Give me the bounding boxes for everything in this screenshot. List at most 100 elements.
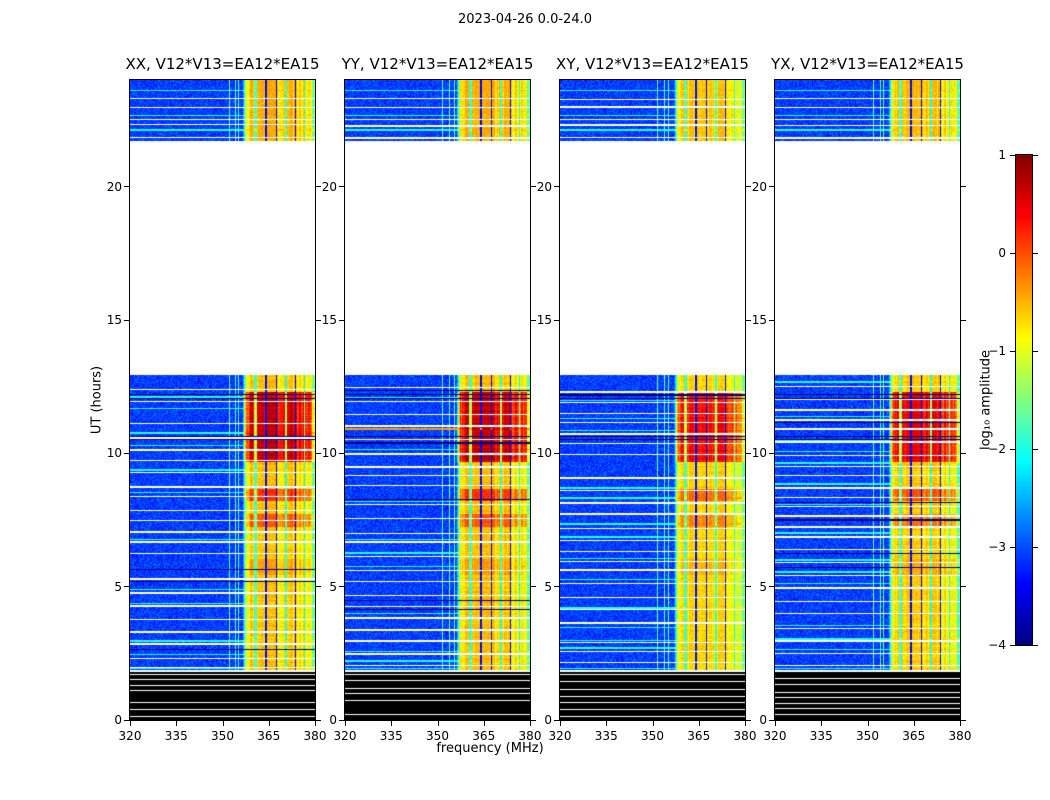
y-tick-label: 20 <box>321 179 337 194</box>
tick-mark <box>1010 252 1015 254</box>
x-tick-label: 380 <box>518 729 542 743</box>
panel-title: XX, V12*V13=EA12*EA15 <box>125 55 320 73</box>
tick-mark <box>529 721 531 726</box>
y-tick-label: 15 <box>751 313 767 327</box>
y-tick-label: 10 <box>536 446 552 461</box>
tick-mark <box>124 586 129 588</box>
tick-mark <box>605 721 607 726</box>
tick-mark <box>316 186 321 188</box>
colorbar-tick-label: −2 <box>988 442 1006 456</box>
tick-mark <box>769 719 774 721</box>
tick-mark <box>483 721 485 726</box>
tick-mark <box>222 721 224 726</box>
panel-title: YX, V12*V13=EA12*EA15 <box>771 55 964 73</box>
panel-title: XY, V12*V13=EA12*EA15 <box>556 55 749 73</box>
x-tick-label: 335 <box>594 729 618 743</box>
tick-mark <box>1033 546 1038 548</box>
x-tick-label: 320 <box>548 729 572 743</box>
y-tick-label: 0 <box>114 713 122 727</box>
x-tick-label: 380 <box>303 729 327 743</box>
tick-mark <box>124 452 129 454</box>
tick-mark <box>124 319 129 321</box>
x-tick-label: 350 <box>426 729 449 743</box>
tick-mark <box>268 721 270 726</box>
tick-mark <box>559 721 561 726</box>
tick-mark <box>339 586 344 588</box>
tick-mark <box>175 721 177 726</box>
tick-mark <box>531 319 536 321</box>
tick-mark <box>744 721 746 726</box>
tick-mark <box>554 586 559 588</box>
spectrogram-plot-area <box>129 79 316 721</box>
tick-mark <box>652 721 654 726</box>
tick-mark <box>961 186 966 188</box>
colorbar-tick-label: −3 <box>988 540 1006 554</box>
x-tick-label: 365 <box>687 729 711 743</box>
y-tick-label: 5 <box>759 579 767 594</box>
y-tick-label: 5 <box>544 579 552 594</box>
x-axis-label: frequency (MHz) <box>436 741 544 756</box>
tick-mark <box>961 452 966 454</box>
tick-mark <box>769 452 774 454</box>
spectrogram-plot-area <box>774 79 961 721</box>
tick-mark <box>746 452 751 454</box>
tick-mark <box>867 721 869 726</box>
y-tick-label: 5 <box>114 579 122 594</box>
tick-mark <box>1033 350 1038 352</box>
y-tick-label: 0 <box>759 713 767 727</box>
x-tick-label: 320 <box>118 729 142 743</box>
tick-mark <box>746 719 751 721</box>
tick-mark <box>554 452 559 454</box>
y-tick-label: 15 <box>536 313 552 327</box>
y-tick-label: 20 <box>106 179 122 194</box>
tick-mark <box>554 319 559 321</box>
tick-mark <box>344 721 346 726</box>
x-tick-label: 335 <box>809 729 833 743</box>
tick-mark <box>1033 252 1038 254</box>
x-tick-label: 335 <box>164 729 188 743</box>
y-tick-label: 0 <box>544 713 552 727</box>
colorbar-gradient <box>1015 154 1033 646</box>
tick-mark <box>531 186 536 188</box>
tick-mark <box>554 719 559 721</box>
tick-mark <box>746 186 751 188</box>
tick-mark <box>1010 154 1015 156</box>
colorbar-tick-label: −4 <box>988 638 1006 652</box>
spectrogram-heatmap <box>130 80 315 720</box>
x-tick-label: 320 <box>763 729 787 743</box>
panel-title: YY, V12*V13=EA12*EA15 <box>341 55 534 73</box>
tick-mark <box>961 719 966 721</box>
tick-mark <box>339 719 344 721</box>
tick-mark <box>961 586 966 588</box>
tick-mark <box>316 319 321 321</box>
spectrogram-plot-area <box>559 79 746 721</box>
y-tick-label: 10 <box>321 446 337 461</box>
tick-mark <box>531 452 536 454</box>
spectrogram-heatmap <box>775 80 960 720</box>
tick-mark <box>769 586 774 588</box>
colorbar-tick-label: 0 <box>998 246 1006 260</box>
spectrogram-heatmap <box>345 80 530 720</box>
x-tick-label: 350 <box>211 729 234 743</box>
colorbar-tick-label: 1 <box>998 148 1006 162</box>
tick-mark <box>339 319 344 321</box>
tick-mark <box>316 452 321 454</box>
spectrogram-plot-area <box>344 79 531 721</box>
x-tick-label: 350 <box>856 729 879 743</box>
tick-mark <box>339 186 344 188</box>
x-tick-label: 320 <box>333 729 357 743</box>
tick-mark <box>316 586 321 588</box>
tick-mark <box>1033 644 1038 646</box>
x-tick-label: 335 <box>379 729 403 743</box>
tick-mark <box>1010 546 1015 548</box>
tick-mark <box>314 721 316 726</box>
tick-mark <box>390 721 392 726</box>
tick-mark <box>531 719 536 721</box>
y-tick-label: 10 <box>106 446 122 461</box>
x-tick-label: 380 <box>948 729 972 743</box>
x-tick-label: 365 <box>472 729 496 743</box>
tick-mark <box>1010 448 1015 450</box>
y-tick-label: 20 <box>751 179 767 194</box>
y-tick-label: 15 <box>321 313 337 327</box>
